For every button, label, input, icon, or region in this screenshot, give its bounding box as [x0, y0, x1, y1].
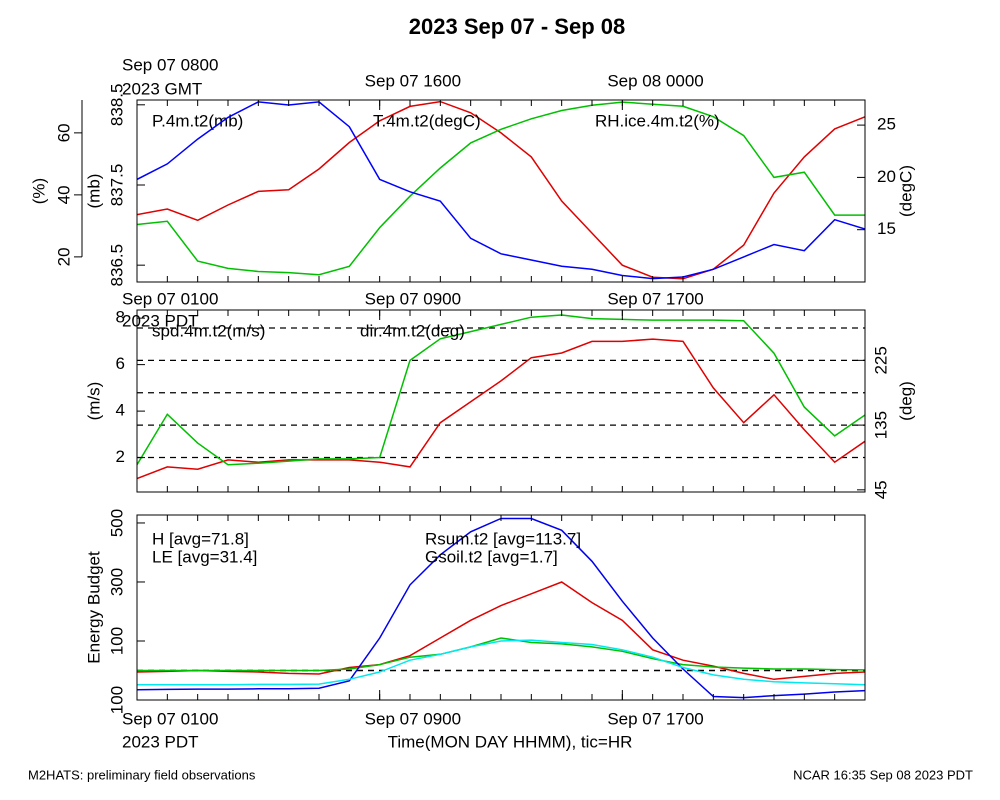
x-tick-label: Sep 07 0100 [122, 709, 218, 728]
x-tick-label: Sep 07 0900 [365, 709, 461, 728]
legend-entry: RH.ice.4m.t2(%) [595, 111, 720, 130]
series-line [137, 637, 865, 672]
x-year-label: 2023 PDT [122, 311, 199, 330]
x-tick-label: Sep 07 0100 [122, 289, 218, 308]
chart-title: 2023 Sep 07 - Sep 08 [409, 14, 625, 39]
y-axis-label: (deg) [896, 381, 915, 421]
y-tick-label: 837.5 [107, 164, 126, 207]
x-tick-label: Sep 07 0900 [365, 289, 461, 308]
x-axis-label: Time(MON DAY HHMM), tic=HR [388, 732, 633, 751]
y-tick-label: 225 [871, 346, 890, 374]
plot-frame [136, 99, 866, 283]
y-tick-label: 40 [54, 185, 73, 204]
legend-entry: Gsoil.t2 [avg=1.7] [425, 547, 558, 566]
y-axis-label: (mb) [84, 174, 103, 209]
series-line [137, 581, 865, 681]
legend-entry: P.4m.t2(mb) [152, 111, 243, 130]
legend-entry: LE [avg=31.4] [152, 547, 257, 566]
x-tick-label: Sep 07 1700 [607, 289, 703, 308]
y-axis-label: Energy Budget [84, 551, 103, 664]
legend-entry: spd.4m.t2(m/s) [152, 321, 265, 340]
series-line [137, 101, 865, 276]
legend-entry: H [avg=71.8] [152, 529, 249, 548]
x-year-label: 2023 PDT [122, 732, 199, 751]
y-axis-label: (%) [29, 178, 48, 204]
y-tick-label: 500 [107, 509, 126, 537]
y-tick-label: 838.5 [107, 84, 126, 127]
y-tick-label: 60 [54, 123, 73, 142]
legend-entry: T.4m.t2(degC) [373, 111, 481, 130]
series-line [137, 100, 865, 280]
series-line [137, 314, 865, 466]
y-tick-label: 100 [107, 686, 126, 714]
series-line [137, 639, 865, 686]
series-line [137, 338, 865, 480]
x-tick-label: Sep 07 1600 [365, 71, 461, 90]
y-tick-label: 135 [871, 411, 890, 439]
y-tick-label: 836.5 [107, 244, 126, 287]
y-axis-label: (degC) [896, 165, 915, 217]
y-axis-label: (m/s) [84, 382, 103, 421]
legend-entry: dir.4m.t2(deg) [360, 321, 465, 340]
footer-right: NCAR 16:35 Sep 08 2023 PDT [793, 767, 973, 782]
y-tick-label: 8 [116, 308, 125, 327]
x-tick-label: Sep 08 0000 [607, 71, 703, 90]
y-tick-label: 100 [107, 627, 126, 655]
y-tick-label: 20 [54, 247, 73, 266]
footer-left: M2HATS: preliminary field observations [28, 767, 256, 782]
series-line [137, 101, 865, 280]
legend-entry: Rsum.t2 [avg=113.7] [425, 529, 581, 548]
y-tick-label: 15 [877, 219, 896, 238]
y-tick-label: 25 [877, 115, 896, 134]
y-tick-label: 6 [116, 354, 125, 373]
y-tick-label: 2 [116, 447, 125, 466]
x-tick-label: Sep 07 1700 [607, 709, 703, 728]
y-tick-label: 300 [107, 568, 126, 596]
y-tick-label: 45 [871, 480, 890, 499]
y-tick-label: 4 [116, 401, 125, 420]
x-year-label: 2023 GMT [122, 79, 202, 98]
y-tick-label: 20 [877, 167, 896, 186]
x-tick-label: Sep 07 0800 [122, 55, 218, 74]
